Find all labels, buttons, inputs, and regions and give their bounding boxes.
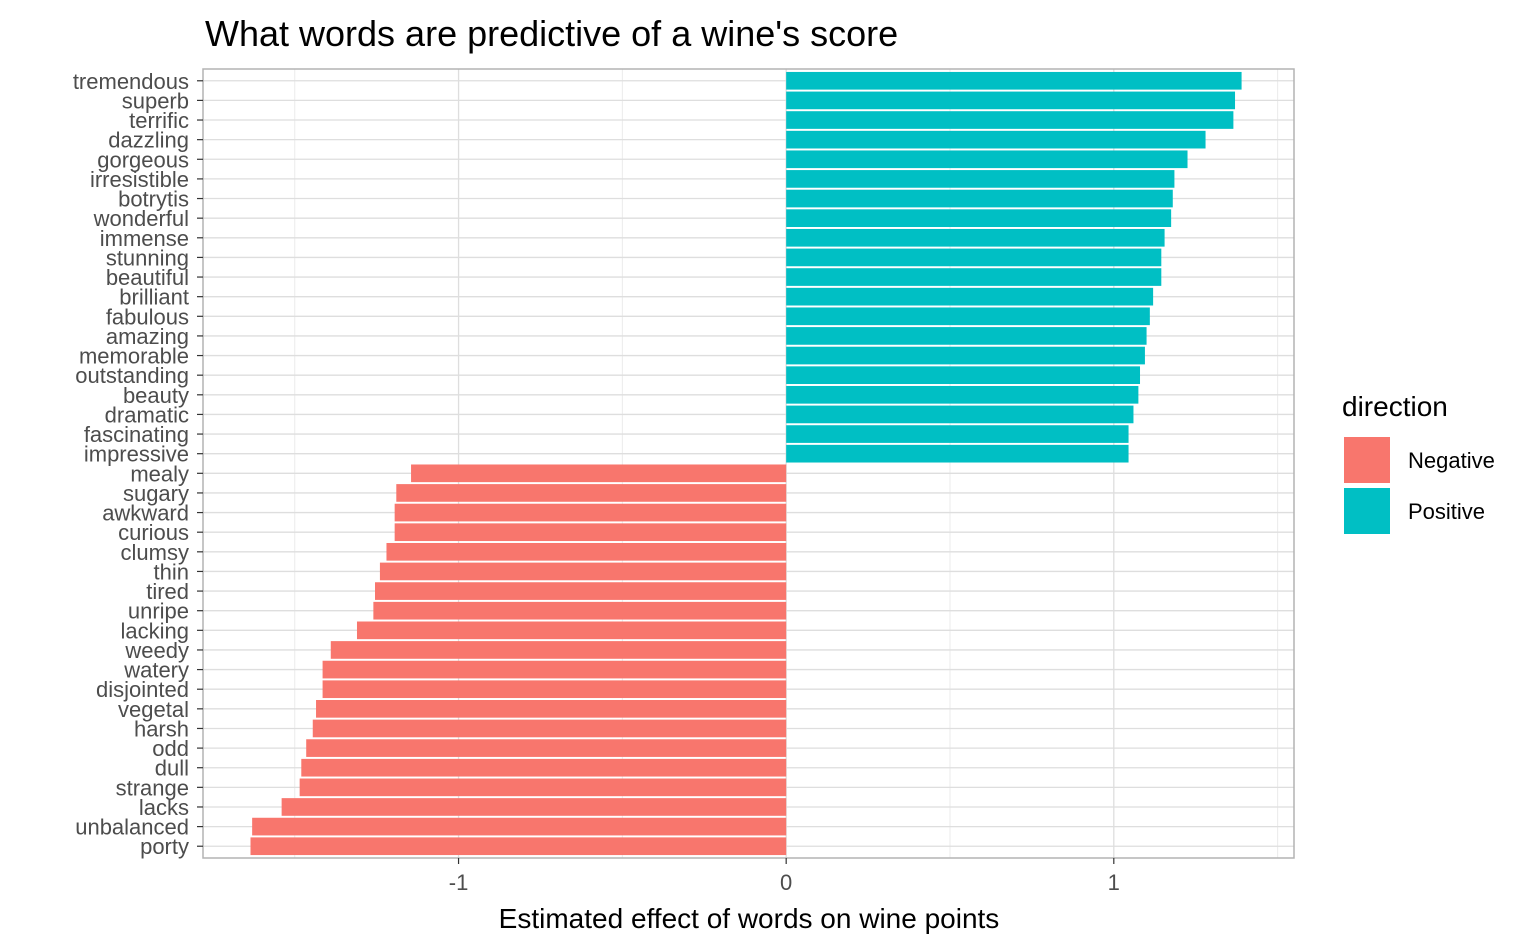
y-label-amazing: amazing bbox=[106, 324, 189, 349]
y-label-gorgeous: gorgeous bbox=[97, 147, 189, 172]
bar-harsh bbox=[312, 719, 787, 738]
bar-unbalanced bbox=[252, 817, 787, 836]
bar-stunning bbox=[786, 248, 1162, 267]
bar-disjointed bbox=[322, 680, 787, 699]
y-label-immense: immense bbox=[100, 226, 189, 251]
bar-amazing bbox=[786, 327, 1147, 345]
y-label-beautiful: beautiful bbox=[106, 265, 189, 290]
bar-tremendous bbox=[786, 71, 1242, 90]
y-label-beauty: beauty bbox=[123, 383, 189, 408]
x-axis-title: Estimated effect of words on wine points bbox=[499, 903, 1000, 934]
y-label-porty: porty bbox=[140, 834, 189, 859]
bar-tired bbox=[375, 582, 787, 600]
bar-brilliant bbox=[786, 287, 1154, 306]
y-label-harsh: harsh bbox=[134, 716, 189, 741]
y-label-watery: watery bbox=[123, 658, 189, 683]
bar-superb bbox=[786, 91, 1236, 110]
bar-awkward bbox=[394, 503, 787, 522]
y-label-tremendous: tremendous bbox=[73, 69, 189, 94]
bar-immense bbox=[786, 228, 1165, 247]
y-label-terrific: terrific bbox=[129, 108, 189, 133]
bar-weedy bbox=[330, 641, 787, 659]
y-label-memorable: memorable bbox=[79, 344, 189, 369]
bar-terrific bbox=[786, 111, 1234, 129]
x-tick-label: -1 bbox=[449, 870, 469, 895]
bar-mealy bbox=[411, 464, 787, 483]
y-label-dramatic: dramatic bbox=[105, 402, 189, 427]
bar-beautiful bbox=[786, 268, 1162, 286]
y-label-awkward: awkward bbox=[102, 501, 189, 526]
y-label-fascinating: fascinating bbox=[84, 422, 189, 447]
bar-fabulous bbox=[786, 307, 1150, 326]
y-label-unbalanced: unbalanced bbox=[75, 815, 189, 840]
y-label-sugary: sugary bbox=[123, 481, 189, 506]
bar-impressive bbox=[786, 444, 1129, 463]
bar-gorgeous bbox=[786, 150, 1188, 169]
y-label-botrytis: botrytis bbox=[118, 187, 189, 212]
bar-odd bbox=[306, 739, 787, 757]
y-label-weedy: weedy bbox=[124, 638, 189, 663]
y-label-impressive: impressive bbox=[84, 442, 189, 467]
legend-key-negative bbox=[1344, 437, 1390, 483]
y-label-outstanding: outstanding bbox=[75, 363, 189, 388]
bar-thin bbox=[379, 562, 787, 581]
bar-lacking bbox=[356, 621, 787, 640]
bars-group bbox=[250, 71, 1242, 856]
bar-clumsy bbox=[386, 542, 787, 561]
bar-porty bbox=[250, 837, 787, 856]
bar-vegetal bbox=[316, 700, 787, 718]
chart-title: What words are predictive of a wine's sc… bbox=[205, 13, 898, 54]
legend-label-positive: Positive bbox=[1408, 499, 1485, 524]
bar-outstanding bbox=[786, 366, 1141, 385]
bar-memorable bbox=[786, 346, 1145, 365]
legend-label-negative: Negative bbox=[1408, 448, 1495, 473]
y-label-lacking: lacking bbox=[121, 618, 189, 643]
y-label-stunning: stunning bbox=[106, 245, 189, 270]
y-label-irresistible: irresistible bbox=[90, 167, 189, 192]
plot-panel bbox=[202, 68, 1295, 859]
y-label-fabulous: fabulous bbox=[106, 304, 189, 329]
y-label-tired: tired bbox=[146, 579, 189, 604]
bar-sugary bbox=[396, 484, 787, 502]
y-label-disjointed: disjointed bbox=[96, 677, 189, 702]
y-label-mealy: mealy bbox=[130, 461, 189, 486]
y-label-thin: thin bbox=[154, 559, 189, 584]
bar-beauty bbox=[786, 385, 1139, 404]
y-label-brilliant: brilliant bbox=[119, 285, 189, 310]
y-label-vegetal: vegetal bbox=[118, 697, 189, 722]
y-axis-ticks bbox=[197, 80, 203, 847]
bar-botrytis bbox=[786, 189, 1173, 208]
legend-key-positive bbox=[1344, 488, 1390, 534]
bar-strange bbox=[299, 778, 787, 797]
bar-wonderful bbox=[786, 209, 1172, 227]
x-tick-label: 0 bbox=[780, 870, 792, 895]
y-label-dazzling: dazzling bbox=[108, 128, 189, 153]
y-label-unripe: unripe bbox=[128, 599, 189, 624]
bar-unripe bbox=[373, 601, 787, 620]
bar-irresistible bbox=[786, 170, 1175, 188]
y-axis-labels: tremendoussuperbterrificdazzlinggorgeous… bbox=[73, 69, 189, 859]
bar-curious bbox=[394, 523, 787, 542]
x-tick-label: 1 bbox=[1108, 870, 1120, 895]
y-label-curious: curious bbox=[118, 520, 189, 545]
bar-fascinating bbox=[786, 425, 1129, 443]
y-label-lacks: lacks bbox=[139, 795, 189, 820]
bar-dazzling bbox=[786, 130, 1206, 149]
x-axis: -1 0 1 bbox=[449, 858, 1120, 895]
y-label-strange: strange bbox=[116, 775, 189, 800]
y-label-wonderful: wonderful bbox=[93, 206, 189, 231]
legend: direction Negative Positive bbox=[1342, 391, 1495, 534]
y-label-odd: odd bbox=[152, 736, 189, 761]
bar-dramatic bbox=[786, 405, 1134, 424]
legend-title: direction bbox=[1342, 391, 1448, 422]
bar-dull bbox=[301, 758, 787, 777]
y-label-dull: dull bbox=[155, 756, 189, 781]
bar-watery bbox=[322, 660, 787, 679]
panel-border bbox=[202, 68, 1295, 859]
y-label-clumsy: clumsy bbox=[121, 540, 189, 565]
y-label-superb: superb bbox=[122, 88, 189, 113]
bar-lacks bbox=[281, 798, 787, 816]
